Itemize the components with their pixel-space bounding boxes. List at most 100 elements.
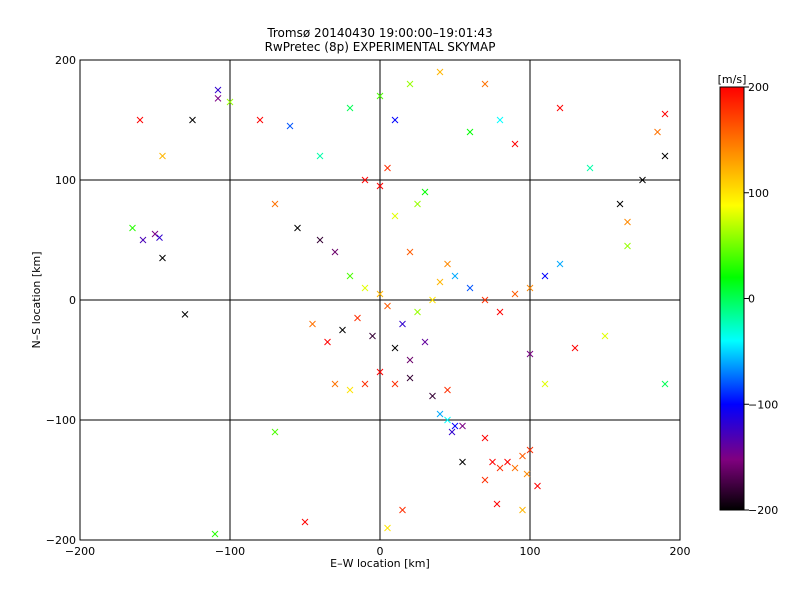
data-point-cross — [654, 128, 661, 136]
colorbar — [719, 86, 745, 511]
data-point-cross — [339, 326, 346, 334]
data-point-cross — [519, 452, 526, 460]
data-point-cross — [661, 380, 669, 388]
data-point-cross — [466, 128, 474, 136]
data-point-cross — [384, 302, 391, 310]
data-point-cross-stroke — [354, 314, 361, 322]
data-point-cross-stroke — [156, 234, 163, 241]
data-point-cross — [526, 446, 534, 454]
data-point-cross-stroke — [214, 95, 222, 102]
data-point-cross — [181, 311, 189, 318]
data-point-cross — [271, 200, 279, 208]
data-point-cross-stroke — [436, 68, 444, 76]
data-point-cross-stroke — [496, 116, 504, 124]
data-point-cross-stroke — [361, 380, 369, 388]
data-point-cross-stroke — [571, 344, 579, 352]
data-point-cross-stroke — [519, 506, 526, 514]
data-point-cross — [451, 272, 459, 280]
colorbar-label: [m/s] — [718, 73, 747, 86]
data-point-cross-stroke — [526, 284, 534, 292]
data-point-cross — [294, 224, 301, 232]
data-point-cross-stroke — [556, 104, 564, 112]
grid-lines — [80, 60, 680, 540]
data-point-cross-stroke — [466, 128, 474, 136]
data-point-cross — [399, 320, 406, 328]
data-point-cross-stroke — [639, 176, 646, 184]
x-tick-label: 0 — [377, 545, 384, 558]
data-point-cross — [391, 116, 399, 124]
data-point-cross-stroke — [661, 380, 669, 388]
data-point-cross — [526, 350, 534, 358]
data-point-cross — [556, 104, 564, 112]
data-point-cross-stroke — [511, 290, 519, 298]
data-point-cross-stroke — [399, 506, 406, 514]
data-point-cross-stroke — [511, 464, 519, 472]
data-point-cross-stroke — [654, 128, 661, 136]
data-point-cross-stroke — [519, 452, 526, 460]
data-point-cross — [421, 338, 429, 346]
data-point-cross — [406, 248, 414, 256]
colorbar-tick-label: 0 — [748, 293, 755, 306]
data-point-cross-stroke — [384, 164, 391, 172]
data-point-cross — [391, 344, 399, 352]
data-point-cross-stroke — [523, 470, 531, 478]
data-point-cross-stroke — [616, 200, 624, 208]
data-point-cross — [601, 332, 609, 340]
data-point-cross-stroke — [391, 212, 399, 220]
data-point-cross-stroke — [384, 524, 391, 532]
data-point-cross-stroke — [399, 320, 406, 328]
data-point-cross-stroke — [541, 272, 549, 280]
data-point-cross-stroke — [526, 446, 534, 454]
chart-subtitle: RwPretec (8p) EXPERIMENTAL SKYMAP — [265, 40, 496, 54]
data-point-cross — [331, 380, 339, 388]
data-point-cross — [466, 284, 474, 292]
data-point-cross-stroke — [271, 200, 279, 208]
colorbar-tick-label: 100 — [748, 187, 769, 200]
data-point-cross — [556, 260, 564, 268]
data-point-cross — [151, 230, 159, 238]
y-tick-label: 0 — [69, 294, 76, 307]
data-point-cross — [159, 152, 166, 160]
data-point-cross-stroke — [429, 392, 436, 400]
y-tick-label: 200 — [55, 54, 76, 67]
data-point-cross-stroke — [459, 458, 466, 466]
data-point-cross — [384, 164, 391, 172]
data-point-cross — [406, 356, 414, 364]
data-point-cross-stroke — [504, 458, 511, 466]
data-point-cross-stroke — [496, 308, 504, 316]
data-point-cross — [624, 218, 631, 226]
data-point-cross-stroke — [459, 422, 466, 430]
data-point-cross-stroke — [481, 80, 489, 88]
data-point-cross-stroke — [601, 332, 609, 340]
data-point-cross-stroke — [286, 122, 294, 130]
data-point-cross — [214, 86, 222, 94]
colorbar-ticks: 200 100 0 −100 −200 — [744, 81, 778, 517]
data-point-cross-stroke — [481, 476, 489, 484]
data-point-cross-stroke — [541, 380, 549, 388]
data-point-cross — [316, 152, 324, 160]
colorbar-tick-label: −100 — [748, 398, 778, 411]
data-point-cross-stroke — [376, 368, 384, 376]
data-point-cross — [286, 122, 294, 130]
data-point-cross-stroke — [448, 428, 456, 436]
data-point-cross — [481, 80, 489, 88]
data-point-cross — [309, 320, 316, 328]
data-point-cross-stroke — [414, 200, 421, 208]
data-point-cross — [391, 212, 399, 220]
data-point-cross-stroke — [376, 182, 384, 190]
data-point-cross-stroke — [444, 416, 451, 424]
data-point-cross-stroke — [406, 356, 414, 364]
data-point-cross — [519, 506, 526, 514]
data-point-cross-stroke — [271, 428, 279, 436]
data-point-cross — [316, 236, 324, 244]
data-point-cross — [361, 176, 369, 184]
data-point-cross — [301, 518, 309, 526]
data-point-cross — [586, 164, 594, 172]
data-point-cross-stroke — [436, 410, 444, 418]
data-point-cross-stroke — [339, 326, 346, 334]
data-point-cross-stroke — [624, 242, 631, 250]
data-point-cross — [496, 308, 504, 316]
data-point-cross — [496, 464, 504, 472]
data-point-cross — [139, 236, 147, 244]
